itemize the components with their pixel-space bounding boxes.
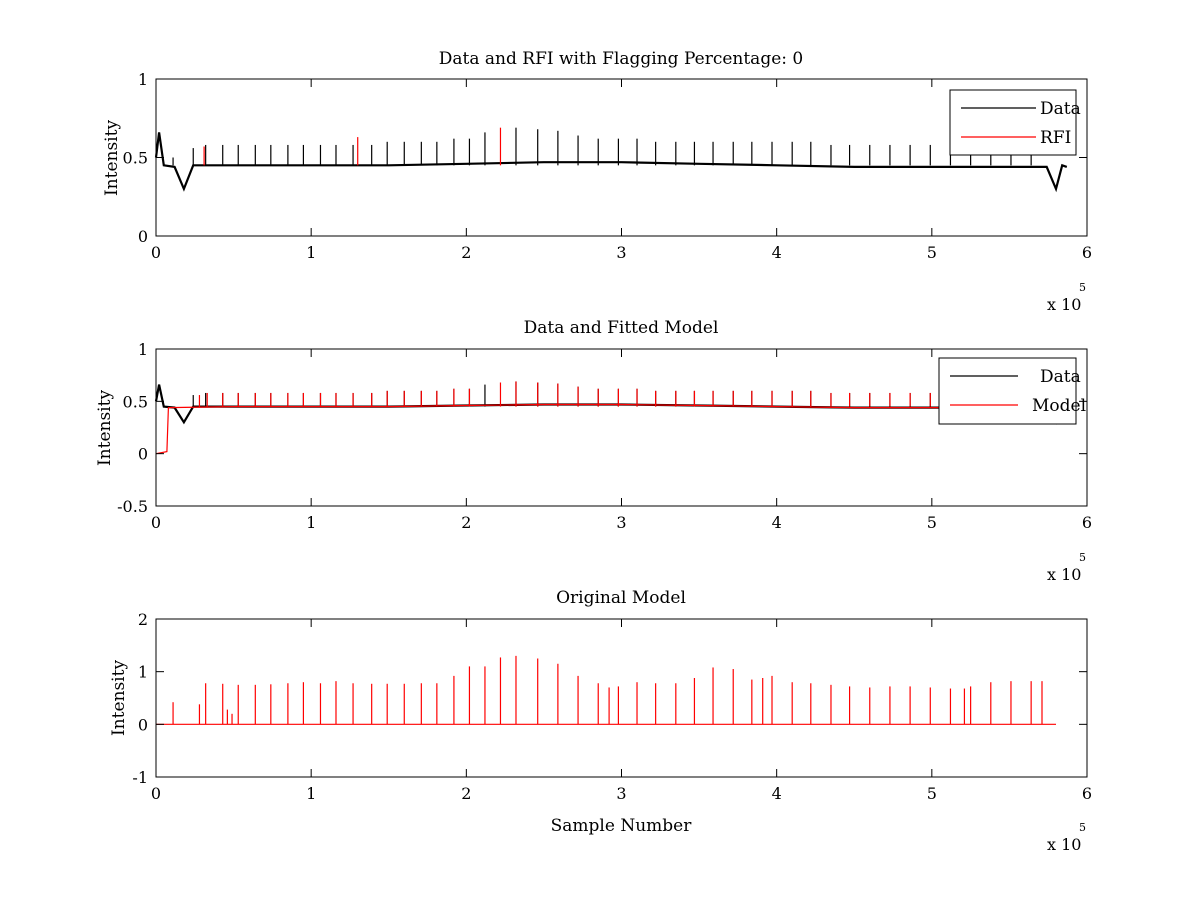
legend-label-data: Data xyxy=(1040,99,1081,119)
y-axis-label: Intensity xyxy=(95,390,115,466)
series-line-data xyxy=(154,132,1068,193)
x-multiplier-exponent: 5 xyxy=(1079,551,1086,564)
legend-label-model: Model xyxy=(1032,396,1086,416)
subplot-original-model: Original Model Intensity Sample Number x… xyxy=(109,588,1092,854)
x-tick-label: 4 xyxy=(772,513,782,532)
y-axis-label: Intensity xyxy=(102,120,122,196)
y-tick-label: 0 xyxy=(138,227,148,246)
x-multiplier-exponent: 5 xyxy=(1079,821,1086,834)
y-tick-label: -1 xyxy=(132,768,148,787)
plot-area xyxy=(154,127,1068,193)
y-tick-label: -0.5 xyxy=(117,497,148,516)
y-tick-label: 0 xyxy=(138,715,148,734)
x-tick-label: 6 xyxy=(1082,243,1092,262)
y-tick-label: 0.5 xyxy=(123,149,148,168)
subplot-title: Data and RFI with Flagging Percentage: 0 xyxy=(439,49,803,69)
subplot-title: Data and Fitted Model xyxy=(524,318,719,338)
y-axis-label: Intensity xyxy=(109,660,129,736)
series-line-model xyxy=(155,403,1067,455)
x-tick-label: 4 xyxy=(772,243,782,262)
x-tick-label: 6 xyxy=(1082,513,1092,532)
legend-label-rfi: RFI xyxy=(1040,128,1071,148)
y-tick-label: 0 xyxy=(138,445,148,464)
x-multiplier-base: x 10 xyxy=(1047,295,1081,314)
legend: Data RFI xyxy=(949,89,1081,156)
subplot-data-model: Data and Fitted Model Intensity x 10 5 0… xyxy=(95,318,1092,584)
legend-box xyxy=(949,89,1077,156)
x-tick-label: 0 xyxy=(151,784,161,803)
x-tick-label: 2 xyxy=(461,243,471,262)
x-tick-label: 3 xyxy=(616,243,626,262)
x-multiplier-base: x 10 xyxy=(1047,565,1081,584)
x-axis-label: Sample Number xyxy=(551,816,693,836)
y-tick-label: 0.5 xyxy=(123,392,148,411)
x-tick-label: 2 xyxy=(461,513,471,532)
legend-box xyxy=(938,357,1077,425)
x-tick-label: 5 xyxy=(927,243,937,262)
y-tick-label: 1 xyxy=(138,663,148,682)
x-tick-label: 5 xyxy=(927,513,937,532)
legend-label-data: Data xyxy=(1040,367,1081,387)
x-tick-label: 1 xyxy=(306,243,316,262)
x-tick-label: 0 xyxy=(151,513,161,532)
x-tick-label: 6 xyxy=(1082,784,1092,803)
x-axis-multiplier: x 10 5 xyxy=(1047,281,1086,314)
subplot-title: Original Model xyxy=(556,588,686,608)
y-tick-label: 1 xyxy=(138,70,148,89)
x-tick-label: 1 xyxy=(306,784,316,803)
x-tick-label: 3 xyxy=(616,784,626,803)
y-tick-label: 2 xyxy=(138,610,148,629)
x-axis-multiplier: x 10 5 xyxy=(1047,551,1086,584)
x-multiplier-base: x 10 xyxy=(1047,835,1081,854)
x-tick-label: 5 xyxy=(927,784,937,803)
plot-area xyxy=(156,655,1056,725)
y-tick-label: 1 xyxy=(138,340,148,359)
x-tick-label: 2 xyxy=(461,784,471,803)
x-axis-multiplier: x 10 5 xyxy=(1047,821,1086,854)
x-multiplier-exponent: 5 xyxy=(1079,281,1086,294)
x-tick-label: 4 xyxy=(772,784,782,803)
subplot-data-rfi: Data and RFI with Flagging Percentage: 0… xyxy=(102,49,1092,314)
x-tick-label: 3 xyxy=(616,513,626,532)
x-tick-label: 0 xyxy=(151,243,161,262)
legend: Data Model xyxy=(938,357,1086,425)
x-tick-label: 1 xyxy=(306,513,316,532)
